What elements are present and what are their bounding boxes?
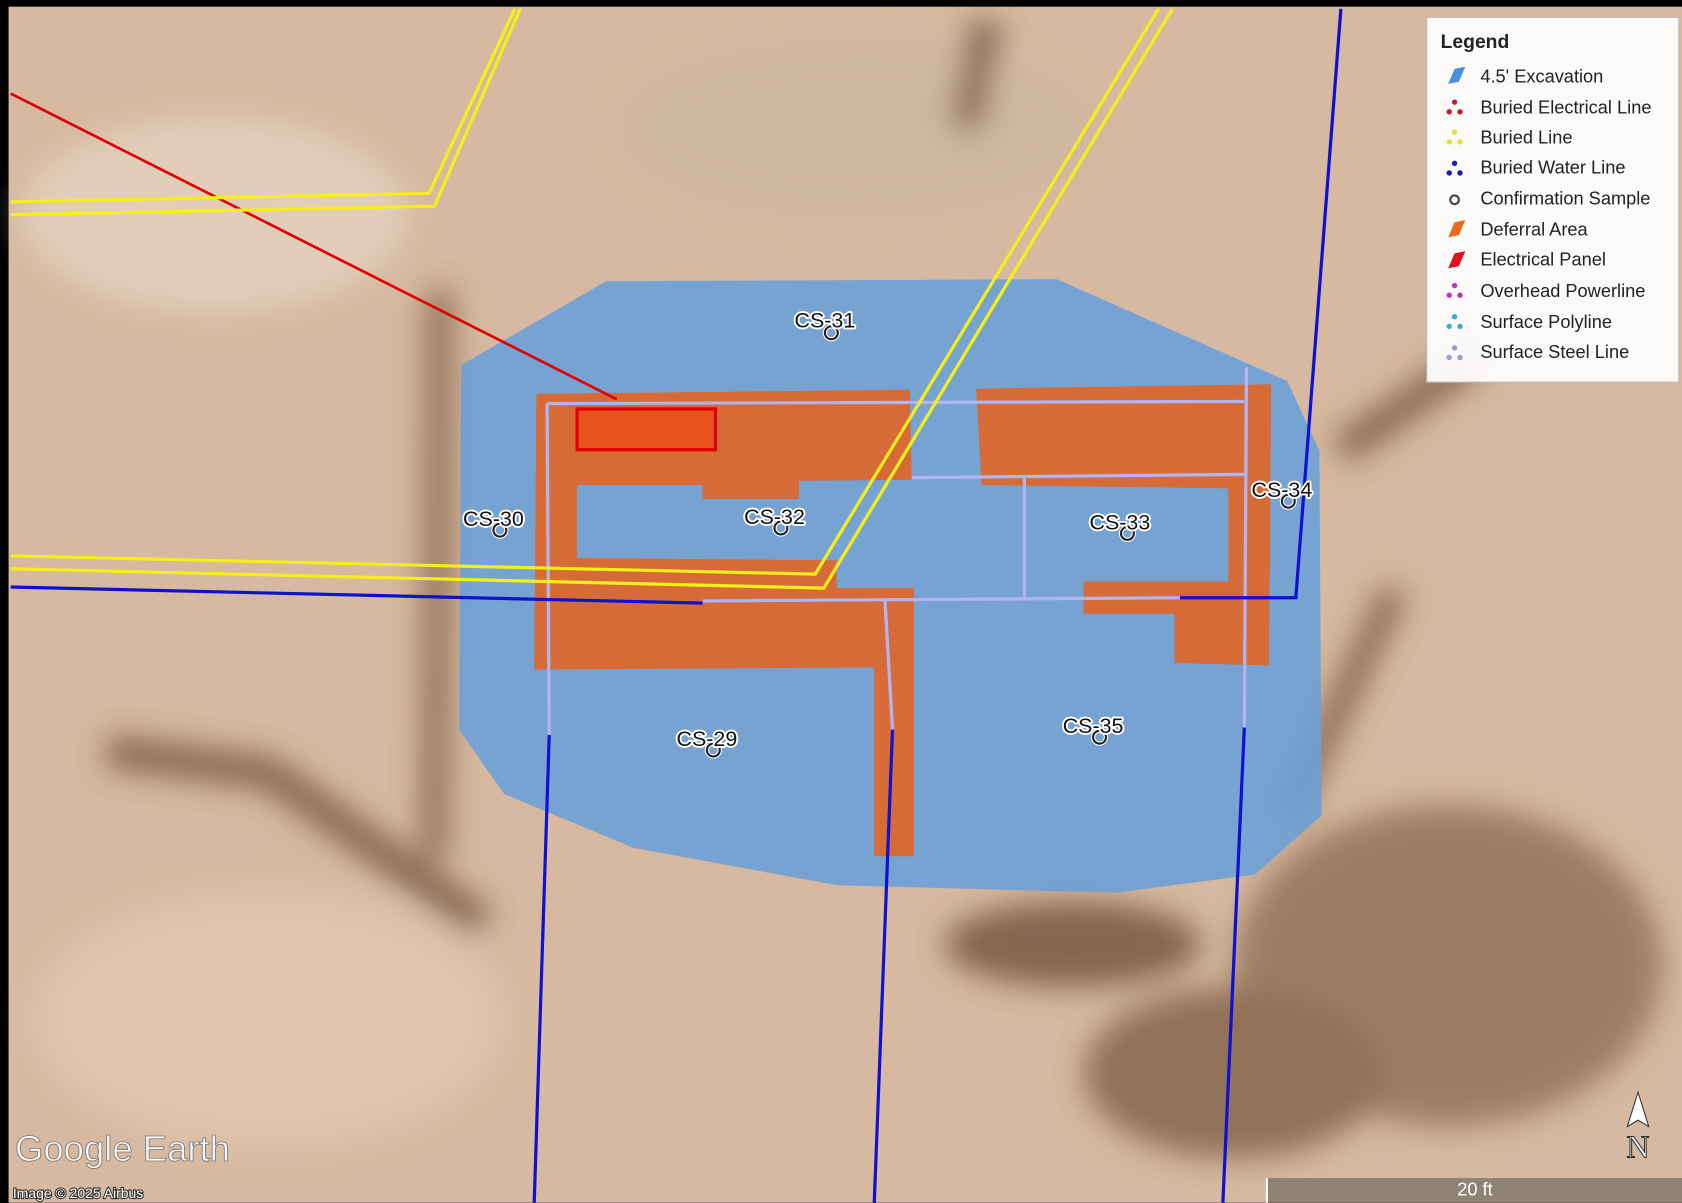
legend-entry: Buried Electrical Line: [1480, 96, 1651, 117]
scale-label: 20 ft: [1457, 1179, 1492, 1200]
legend-entry: Buried Water Line: [1480, 156, 1625, 177]
legend-entry: Electrical Panel: [1480, 249, 1606, 270]
sample-label: CS-29: [677, 727, 738, 751]
north-label: N: [1626, 1129, 1649, 1165]
sample-label: CS-31: [795, 309, 856, 333]
legend-entry: 4.5' Excavation: [1480, 65, 1603, 86]
legend-entry: Deferral Area: [1480, 219, 1588, 240]
brand-logo: Google Earth: [15, 1128, 230, 1169]
legend-entry: Buried Line: [1480, 126, 1572, 147]
legend: Legend 4.5' Excavation Buried Electrical…: [1427, 17, 1679, 382]
sample-label: CS-35: [1063, 714, 1124, 738]
legend-title: Legend: [1441, 32, 1510, 53]
sample-label: CS-34: [1251, 478, 1312, 502]
map-view: CS-31 CS-30 CS-32 CS-33 CS-34 CS-29 CS-3…: [0, 0, 1682, 1203]
legend-entry: Surface Steel Line: [1480, 341, 1629, 362]
scale-bar: 20 ft: [1266, 1178, 1682, 1203]
electrical-panel: [577, 409, 715, 450]
legend-entry: Confirmation Sample: [1480, 188, 1650, 209]
sample-label: CS-30: [463, 507, 524, 531]
sample-label: CS-32: [744, 505, 805, 529]
attribution: Image © 2025 Airbus: [13, 1185, 143, 1201]
legend-entry: Surface Polyline: [1480, 311, 1612, 332]
sample-label: CS-33: [1090, 510, 1151, 534]
legend-entry: Overhead Powerline: [1480, 280, 1645, 301]
